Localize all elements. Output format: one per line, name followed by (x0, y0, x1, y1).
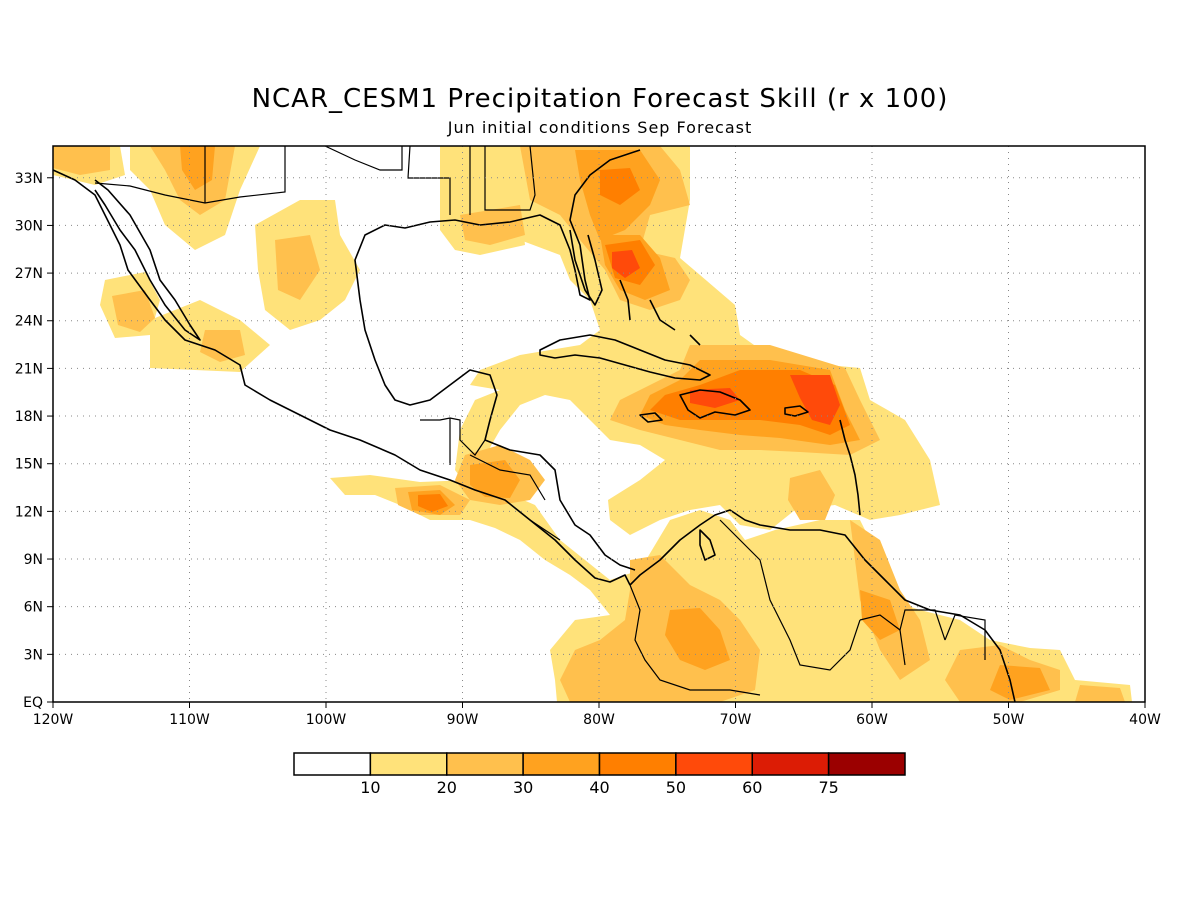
colorbar-label: 40 (589, 778, 609, 797)
political-borders (94, 146, 986, 696)
colorbar-swatch (598, 752, 677, 776)
lat-tick-label: 24N (15, 314, 43, 330)
colorbar-swatch (446, 752, 524, 776)
lat-tick-label: 33N (15, 171, 43, 187)
lon-tick-label: 60W (856, 712, 888, 728)
lat-tick-label: 12N (15, 504, 43, 520)
skill-level-5 (612, 250, 840, 425)
coastlines (53, 149, 1016, 702)
colorbar-swatch (827, 752, 906, 776)
lat-tick-label: 15N (15, 457, 43, 473)
lon-tick-label: 80W (583, 712, 615, 728)
map-axes: 120W 110W 100W 90W 80W 70W 60W 50W 40W EQ 3N 6N 9N 12… (15, 171, 1161, 728)
lat-tick-label: 3N (24, 647, 43, 663)
lon-tick-label: 40W (1129, 712, 1161, 728)
map-subtitle: Jun initial conditions Sep Forecast (447, 118, 753, 137)
lon-tick-label: 100W (306, 712, 347, 728)
lat-tick-label: 9N (24, 552, 43, 568)
lon-tick-label: 90W (447, 712, 479, 728)
colorbar-label: 30 (513, 778, 533, 797)
skill-shading (53, 146, 1132, 702)
colorbar-swatch (675, 752, 753, 776)
colorbar: 10 20 30 40 50 60 75 (293, 752, 906, 797)
colorbar-swatch (751, 752, 830, 776)
lat-tick-label: 21N (15, 361, 43, 377)
lat-tick-label: 30N (15, 218, 43, 234)
lon-tick-label: 50W (993, 712, 1025, 728)
colorbar-label: 20 (437, 778, 457, 797)
colorbar-label: 60 (742, 778, 762, 797)
map-title: NCAR_CESM1 Precipitation Forecast Skill … (251, 84, 949, 114)
colorbar-swatch (369, 752, 448, 776)
colorbar-label: 50 (666, 778, 686, 797)
lat-tick-label: 18N (15, 409, 43, 425)
lon-tick-label: 110W (169, 712, 210, 728)
colorbar-label: 75 (818, 778, 838, 797)
colorbar-swatch (293, 752, 372, 776)
colorbar-swatch (522, 752, 601, 776)
lat-tick-label: EQ (23, 695, 43, 711)
colorbar-label: 10 (360, 778, 380, 797)
lon-tick-label: 120W (33, 712, 74, 728)
lon-tick-label: 70W (720, 712, 752, 728)
lat-tick-label: 27N (15, 266, 43, 282)
map-gridlines (53, 146, 1145, 702)
lat-tick-label: 6N (24, 600, 43, 616)
